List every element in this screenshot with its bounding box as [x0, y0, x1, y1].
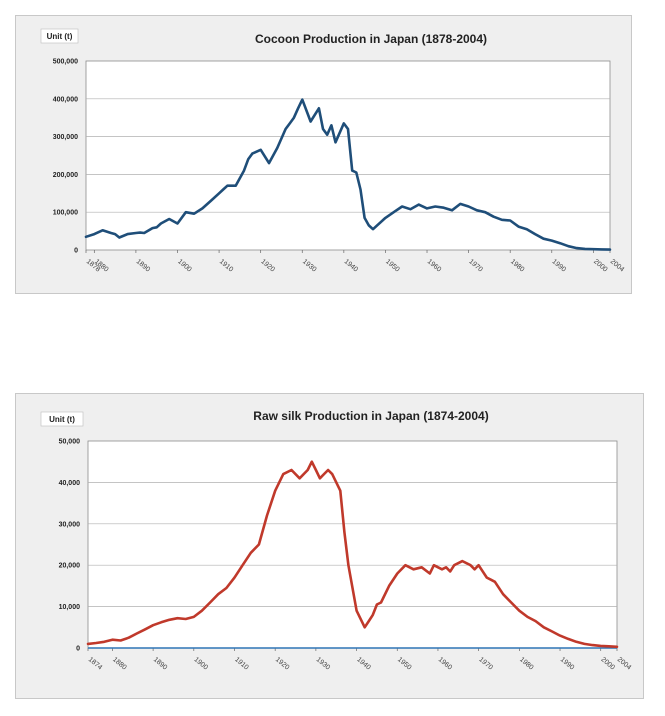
chart1-title: Cocoon Production in Japan (1878-2004)	[255, 32, 487, 46]
chart1-unit-box	[40, 28, 79, 44]
chart1-y-tick-label: 500,000	[53, 59, 78, 66]
cocoon-production-chart: Cocoon Production in Japan (1878-2004) Un…	[40, 28, 626, 274]
chart2-y-tick-label: 30,000	[59, 521, 81, 528]
chart1-x-tick-label: 2000	[592, 258, 609, 273]
chart2-y-tick-label: 10,000	[59, 604, 81, 611]
chart1-x-tick-label: 1920	[259, 258, 276, 273]
chart2-x-tick-label: 1890	[152, 656, 169, 671]
chart2-y-tick-label: 0	[76, 646, 80, 653]
cocoon-chart-panel: Cocoon Production in Japan (1878-2004) Un…	[15, 15, 632, 294]
chart2-unit-label: Unit (t)	[49, 415, 75, 424]
chart2-x-tick-label: 1880	[111, 656, 128, 671]
chart1-x-tick-label: 1930	[301, 258, 318, 273]
chart2-plot-area	[87, 440, 618, 649]
chart2-x-tick-label: 1930	[315, 656, 332, 671]
chart1-series-line	[84, 98, 612, 251]
chart1-y-tick-label: 100,000	[53, 210, 78, 217]
chart1-y-tick-label: 200,000	[53, 172, 78, 179]
chart2-title: Raw silk Production in Japan (1874-2004)	[253, 409, 488, 423]
chart2-y-tick-label: 20,000	[59, 563, 81, 570]
chart1-unit-label: Unit (t)	[47, 32, 73, 41]
chart1-x-tick-label: 1950	[384, 258, 401, 273]
chart2-x-tick-label: 1874	[87, 656, 104, 671]
chart2-x-tick-label: 2000	[599, 656, 616, 671]
chart1-y-tick-label: 400,000	[53, 96, 78, 103]
chart2-x-tick-label: 1950	[396, 656, 413, 671]
chart2-x-tick-label: 1940	[355, 656, 372, 671]
chart1-plot-area	[85, 60, 611, 251]
chart2-x-tick-label: 1920	[274, 656, 291, 671]
chart2-x-tick-label: 1910	[233, 656, 250, 671]
raw-silk-production-chart: Raw silk Production in Japan (1874-2004)…	[40, 409, 633, 672]
chart1-y-tick-label: 0	[74, 248, 78, 255]
chart2-y-tick-label: 40,000	[59, 480, 81, 487]
chart1-x-tick-label: 2004	[609, 258, 626, 273]
chart1-y-tick-label: 300,000	[53, 134, 78, 141]
chart1-x-tick-label: 1990	[550, 258, 567, 273]
chart1-x-tick-label: 1890	[135, 258, 152, 273]
chart1-x-tick-label: 1970	[467, 258, 484, 273]
chart1-x-tick-label: 1980	[509, 258, 526, 273]
chart2-x-tick-label: 1990	[559, 656, 576, 671]
chart2-x-tick-label: 1960	[437, 656, 454, 671]
chart2-unit-box	[40, 411, 84, 427]
chart1-x-tick-label: 1960	[426, 258, 443, 273]
chart2-x-tick-label: 2004	[616, 656, 633, 671]
chart2-x-tick-label: 1900	[193, 656, 210, 671]
chart2-x-tick-label: 1980	[518, 656, 535, 671]
chart1-x-tick-label: 1910	[218, 258, 235, 273]
chart1-x-tick-label: 1940	[343, 258, 360, 273]
raw-silk-chart-panel: Raw silk Production in Japan (1874-2004)…	[15, 393, 644, 699]
chart2-y-tick-label: 50,000	[59, 439, 81, 446]
chart2-x-tick-label: 1970	[477, 656, 494, 671]
chart1-x-tick-label: 1900	[176, 258, 193, 273]
chart2-series-line	[86, 460, 619, 649]
